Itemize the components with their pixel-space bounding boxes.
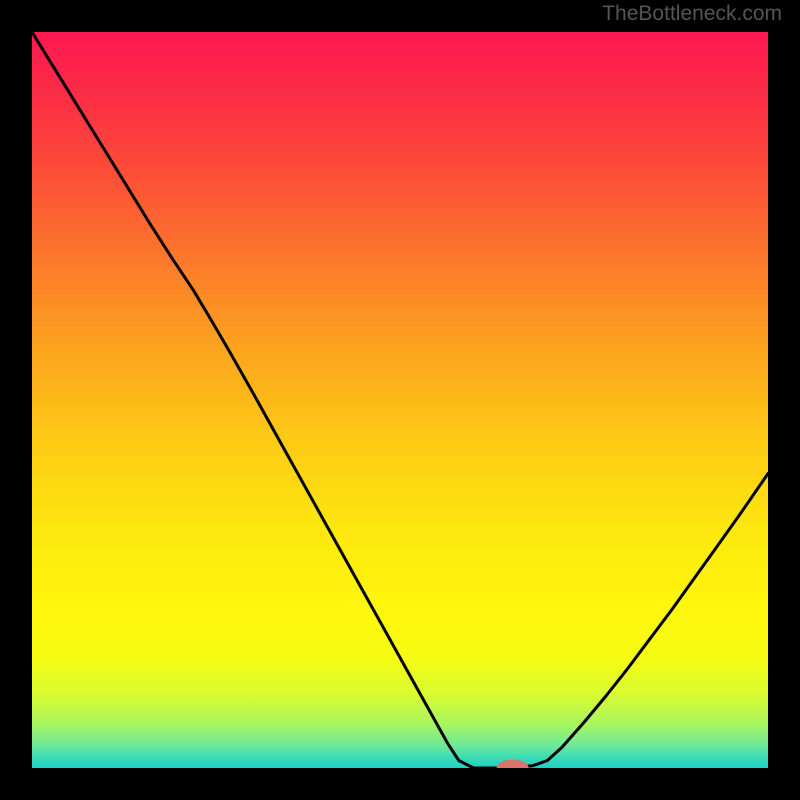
bottleneck-minimum-marker [497, 760, 529, 777]
chart-root: TheBottleneck.com [0, 0, 800, 800]
bottleneck-chart [0, 0, 800, 800]
watermark-label: TheBottleneck.com [602, 2, 782, 26]
